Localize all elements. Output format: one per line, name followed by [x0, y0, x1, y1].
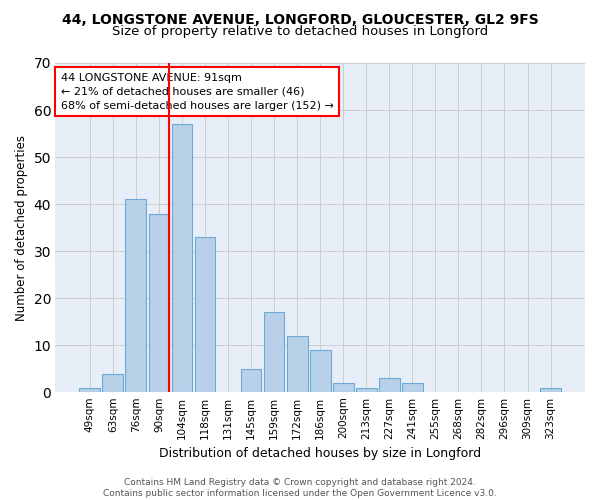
X-axis label: Distribution of detached houses by size in Longford: Distribution of detached houses by size …: [159, 447, 481, 460]
Bar: [194, 237, 215, 392]
Text: Size of property relative to detached houses in Longford: Size of property relative to detached ho…: [112, 25, 488, 38]
Bar: [264, 312, 284, 392]
Bar: [287, 336, 308, 392]
Y-axis label: Number of detached properties: Number of detached properties: [15, 134, 28, 320]
Bar: [172, 124, 193, 392]
Bar: [241, 369, 262, 392]
Bar: [402, 383, 422, 392]
Bar: [149, 214, 169, 392]
Bar: [103, 374, 123, 392]
Bar: [379, 378, 400, 392]
Text: 44, LONGSTONE AVENUE, LONGFORD, GLOUCESTER, GL2 9FS: 44, LONGSTONE AVENUE, LONGFORD, GLOUCEST…: [62, 12, 538, 26]
Text: 44 LONGSTONE AVENUE: 91sqm
← 21% of detached houses are smaller (46)
68% of semi: 44 LONGSTONE AVENUE: 91sqm ← 21% of deta…: [61, 73, 334, 111]
Bar: [333, 383, 353, 392]
Bar: [310, 350, 331, 393]
Bar: [540, 388, 561, 392]
Bar: [79, 388, 100, 392]
Text: Contains HM Land Registry data © Crown copyright and database right 2024.
Contai: Contains HM Land Registry data © Crown c…: [103, 478, 497, 498]
Bar: [356, 388, 377, 392]
Bar: [125, 200, 146, 392]
